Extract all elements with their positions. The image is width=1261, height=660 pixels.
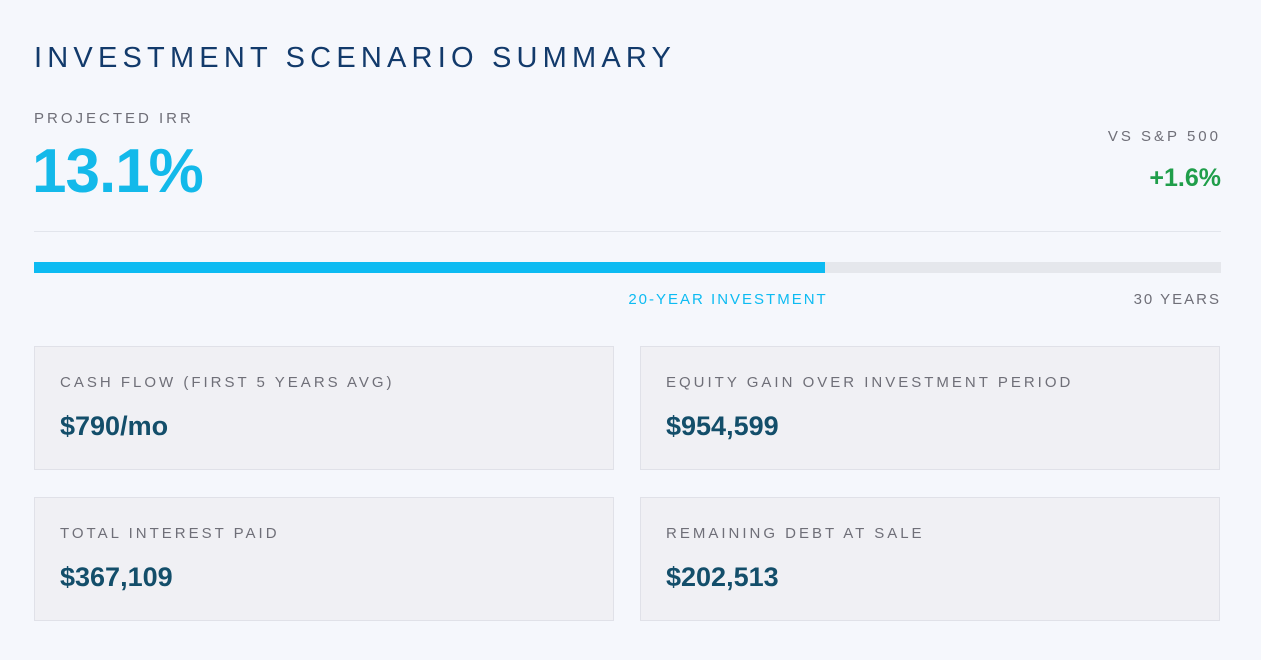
card-value: $954,599 (666, 411, 779, 441)
card-value: $202,513 (666, 562, 779, 592)
card: CASH FLOW (FIRST 5 YEARS AVG) $790/mo (34, 346, 614, 470)
progress-fill (34, 262, 826, 273)
progress-track (34, 262, 1221, 273)
comparison-label: VS S&P 500 (1107, 128, 1221, 145)
card: EQUITY GAIN OVER INVESTMENT PERIOD $954,… (640, 346, 1220, 470)
card-label: EQUITY GAIN OVER INVESTMENT PERIOD (666, 374, 1074, 391)
card-label: TOTAL INTEREST PAID (60, 525, 280, 542)
progress-label: 20-YEAR INVESTMENT (628, 291, 828, 308)
title: INVESTMENT SCENARIO SUMMARY (34, 42, 677, 74)
comparison-value: +1.6% (1149, 164, 1221, 192)
irr-value: 13.1% (32, 137, 204, 206)
card-value: $790/mo (60, 411, 169, 441)
card: REMAINING DEBT AT SALE $202,513 (640, 497, 1220, 621)
progress-max-label: 30 YEARS (1133, 291, 1221, 308)
card: TOTAL INTEREST PAID $367,109 (34, 497, 614, 621)
divider (34, 231, 1221, 232)
card-label: CASH FLOW (FIRST 5 YEARS AVG) (60, 374, 395, 391)
irr-label: PROJECTED IRR (34, 110, 194, 127)
card-label: REMAINING DEBT AT SALE (666, 525, 925, 542)
card-value: $367,109 (60, 562, 173, 592)
